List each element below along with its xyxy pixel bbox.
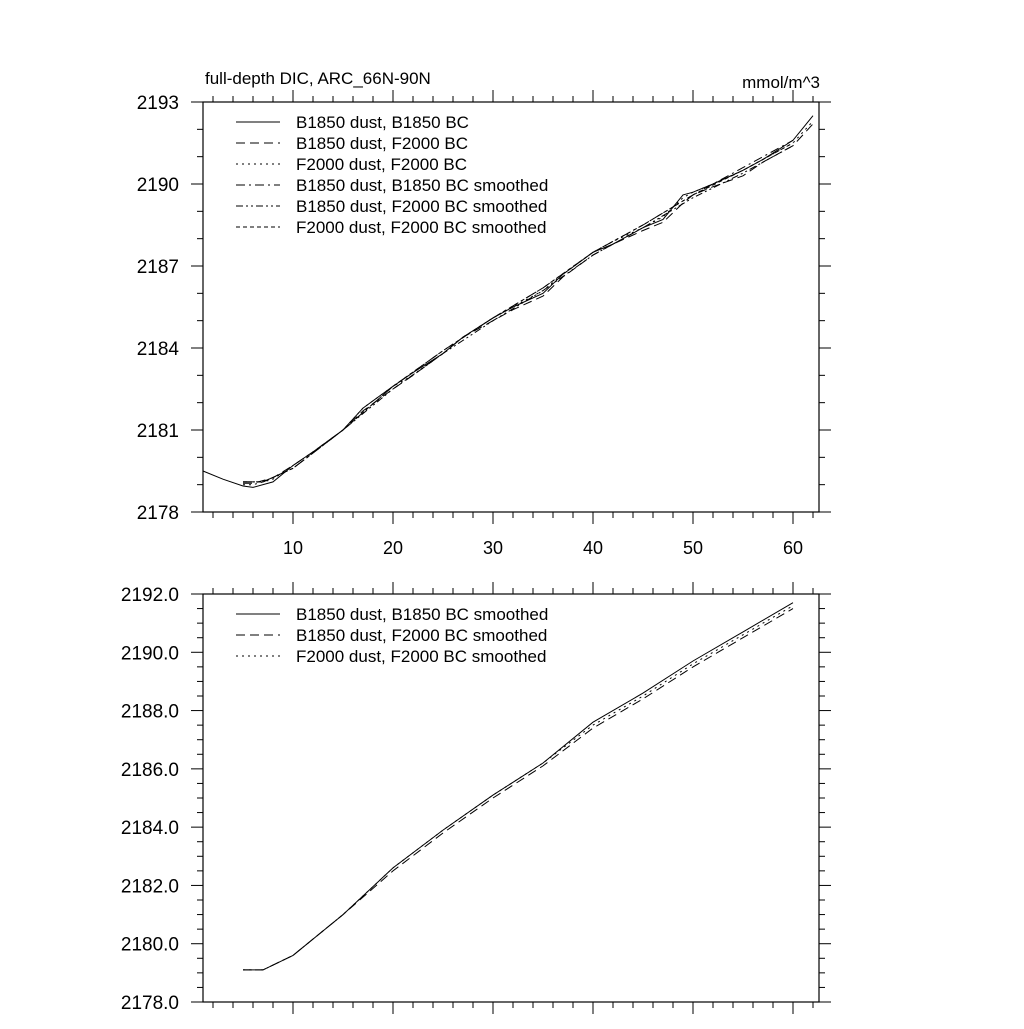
series-line: [243, 608, 794, 971]
units-label: mmol/m^3: [742, 73, 820, 92]
x-tick-label: 40: [583, 538, 603, 558]
y-tick-label: 2184.0: [121, 818, 179, 839]
legend-label: B1850 dust, B1850 BC smoothed: [296, 176, 548, 195]
chart-title: full-depth DIC, ARC_66N-90N: [205, 69, 431, 88]
legend-label: B1850 dust, F2000 BC smoothed: [296, 197, 547, 216]
y-tick-label: 2178: [137, 503, 179, 524]
y-tick-label: 2188.0: [121, 702, 179, 723]
legend-label: B1850 dust, F2000 BC: [296, 134, 468, 153]
legend-label: F2000 dust, F2000 BC: [296, 155, 467, 174]
y-tick-label: 2184: [137, 339, 180, 360]
series-line: [243, 142, 794, 483]
x-tick-label: 20: [383, 538, 403, 558]
plot-frame: [202, 101, 820, 513]
y-tick-label: 2190.0: [121, 643, 179, 664]
legend-label: B1850 dust, B1850 BC smoothed: [296, 605, 548, 624]
y-tick-label: 2192.0: [121, 585, 179, 606]
series-line: [202, 115, 814, 488]
x-tick-label: 60: [783, 538, 803, 558]
legend-label: F2000 dust, F2000 BC smoothed: [296, 647, 546, 666]
y-tick-label: 2181: [137, 421, 179, 442]
y-tick-label: 2180.0: [121, 935, 179, 956]
x-tick-label: 30: [483, 538, 503, 558]
y-tick-label: 2187: [137, 257, 179, 278]
y-tick-label: 2182.0: [121, 876, 179, 897]
x-tick-label: 50: [683, 538, 703, 558]
y-tick-label: 2193: [137, 93, 179, 114]
x-tick-label: 10: [283, 538, 303, 558]
series-line: [243, 145, 794, 483]
y-tick-label: 2178.0: [121, 993, 179, 1014]
series-line: [243, 120, 814, 486]
legend-label: F2000 dust, F2000 BC smoothed: [296, 218, 546, 237]
series-line: [243, 602, 794, 971]
legend-label: B1850 dust, F2000 BC smoothed: [296, 626, 547, 645]
y-tick-label: 2190: [137, 175, 179, 196]
legend-label: B1850 dust, B1850 BC: [296, 113, 469, 132]
y-tick-label: 2186.0: [121, 760, 179, 781]
